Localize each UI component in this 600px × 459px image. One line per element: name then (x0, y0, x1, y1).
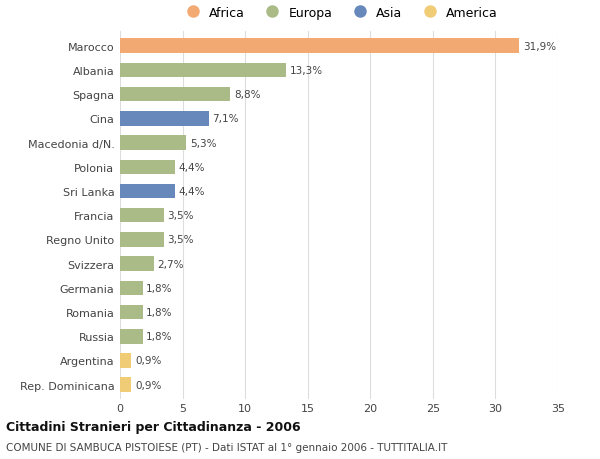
Bar (120, 208, 164, 223)
Bar (120, 185, 175, 199)
Text: 1,8%: 1,8% (146, 283, 173, 293)
Text: 1,8%: 1,8% (146, 331, 173, 341)
Text: COMUNE DI SAMBUCA PISTOIESE (PT) - Dati ISTAT al 1° gennaio 2006 - TUTTITALIA.IT: COMUNE DI SAMBUCA PISTOIESE (PT) - Dati … (6, 442, 448, 452)
Text: 3,5%: 3,5% (167, 211, 194, 221)
Text: 13,3%: 13,3% (290, 66, 323, 76)
Text: 3,5%: 3,5% (167, 235, 194, 245)
Text: 5,3%: 5,3% (190, 138, 217, 148)
Bar (120, 63, 286, 78)
Bar (120, 88, 230, 102)
Text: 0,9%: 0,9% (135, 356, 161, 366)
Text: 0,9%: 0,9% (135, 380, 161, 390)
Bar (120, 112, 209, 126)
Text: 2,7%: 2,7% (158, 259, 184, 269)
Legend: Africa, Europa, Asia, America: Africa, Europa, Asia, America (178, 4, 500, 22)
Text: 1,8%: 1,8% (146, 308, 173, 317)
Bar (120, 160, 175, 175)
Text: 8,8%: 8,8% (234, 90, 260, 100)
Text: 7,1%: 7,1% (212, 114, 239, 124)
Text: 4,4%: 4,4% (179, 186, 205, 196)
Bar (120, 353, 131, 368)
Bar (120, 378, 131, 392)
Bar (120, 281, 143, 296)
Text: 4,4%: 4,4% (179, 162, 205, 173)
Bar (120, 39, 519, 54)
Bar (120, 233, 164, 247)
Bar (120, 257, 154, 271)
Text: 31,9%: 31,9% (523, 42, 556, 51)
Bar (120, 329, 143, 344)
Bar (120, 305, 143, 319)
Text: Cittadini Stranieri per Cittadinanza - 2006: Cittadini Stranieri per Cittadinanza - 2… (6, 420, 301, 433)
Bar (120, 136, 187, 151)
